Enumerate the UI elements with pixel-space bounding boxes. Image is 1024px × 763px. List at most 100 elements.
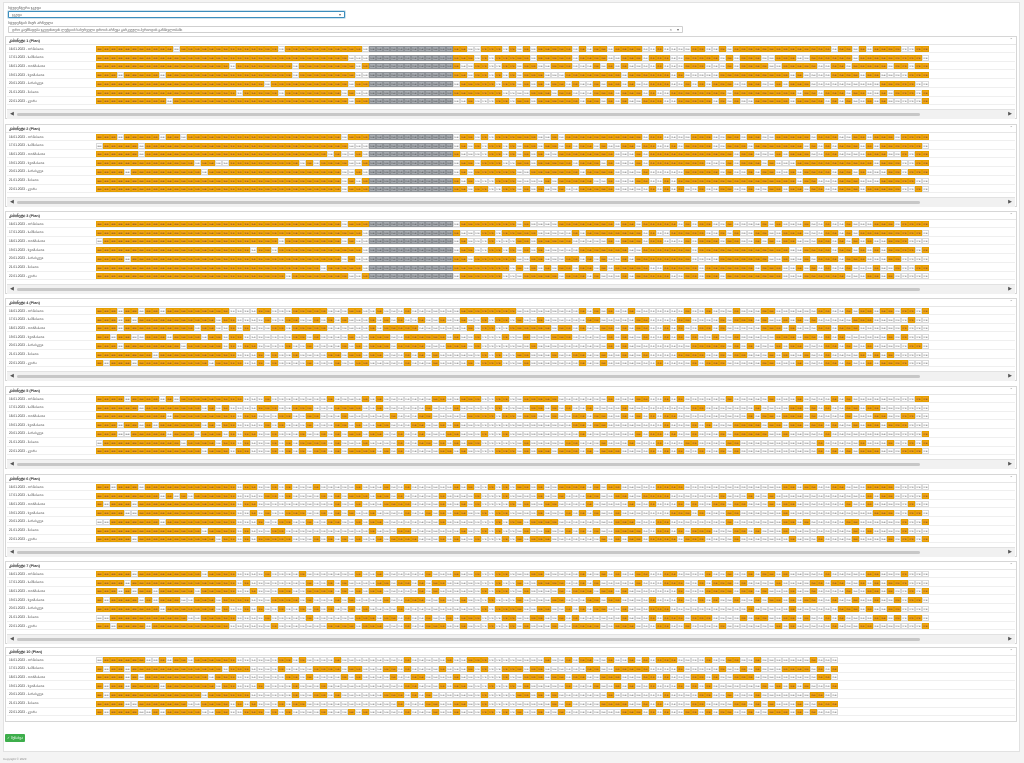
- time-slot[interactable]: 23:10: [733, 54, 740, 61]
- time-slot[interactable]: 26:30: [873, 518, 880, 525]
- time-slot[interactable]: 15:10: [397, 142, 404, 149]
- time-slot[interactable]: 16:00: [432, 151, 439, 158]
- time-slot[interactable]: 16:40: [460, 151, 467, 158]
- time-slot[interactable]: 17:40: [502, 229, 509, 236]
- time-slot[interactable]: 18:20: [530, 396, 537, 402]
- time-slot[interactable]: 23:20: [740, 255, 747, 262]
- time-slot[interactable]: 16:20: [446, 422, 453, 429]
- time-slot[interactable]: 13:00: [306, 316, 313, 323]
- time-slot[interactable]: 12:40: [292, 351, 299, 358]
- time-slot[interactable]: 08:10: [103, 439, 110, 446]
- time-slot[interactable]: 23:20: [740, 142, 747, 149]
- time-slot[interactable]: 10:00: [180, 134, 187, 140]
- time-slot[interactable]: 18:40: [544, 396, 551, 402]
- time-slot[interactable]: 12:10: [271, 134, 278, 140]
- time-slot[interactable]: 12:20: [278, 430, 285, 437]
- time-slot[interactable]: 17:00: [474, 316, 481, 323]
- time-slot[interactable]: 16:30: [453, 492, 460, 499]
- time-slot[interactable]: 14:30: [369, 186, 376, 193]
- time-slot[interactable]: 25:30: [831, 264, 838, 271]
- time-slot[interactable]: 11:30: [243, 325, 250, 332]
- time-slot[interactable]: 15:50: [425, 273, 432, 280]
- time-slot[interactable]: 23:50: [761, 142, 768, 149]
- time-slot[interactable]: 18:50: [551, 177, 558, 184]
- time-slot[interactable]: 10:40: [208, 484, 215, 490]
- time-slot[interactable]: 17:10: [481, 413, 488, 420]
- time-slot[interactable]: 20:40: [628, 413, 635, 420]
- time-slot[interactable]: 26:10: [859, 492, 866, 499]
- time-slot[interactable]: 17:50: [509, 186, 516, 193]
- time-slot[interactable]: 27:20: [908, 72, 915, 79]
- time-slot[interactable]: 23:20: [740, 46, 747, 52]
- time-slot[interactable]: 14:10: [355, 492, 362, 499]
- time-slot[interactable]: 13:30: [327, 238, 334, 245]
- time-slot[interactable]: 26:40: [880, 484, 887, 490]
- time-slot[interactable]: 09:30: [159, 342, 166, 349]
- time-slot[interactable]: 23:40: [754, 492, 761, 499]
- time-slot[interactable]: 18:50: [551, 448, 558, 455]
- time-slot[interactable]: 11:00: [222, 527, 229, 534]
- time-slot[interactable]: 18:20: [530, 484, 537, 490]
- time-slot[interactable]: 14:10: [355, 186, 362, 193]
- time-slot[interactable]: 14:10: [355, 264, 362, 271]
- time-slot[interactable]: 16:40: [460, 422, 467, 429]
- time-slot[interactable]: 23:40: [754, 273, 761, 280]
- time-slot[interactable]: 20:20: [614, 151, 621, 158]
- time-slot[interactable]: 09:00: [138, 351, 145, 358]
- time-slot[interactable]: 22:20: [698, 404, 705, 411]
- time-slot[interactable]: 10:20: [194, 221, 201, 227]
- time-slot[interactable]: 10:50: [215, 334, 222, 341]
- time-slot[interactable]: 16:40: [460, 98, 467, 105]
- time-slot[interactable]: 20:10: [607, 264, 614, 271]
- time-slot[interactable]: 23:30: [747, 255, 754, 262]
- time-slot[interactable]: 24:50: [803, 247, 810, 254]
- time-slot[interactable]: 19:20: [572, 430, 579, 437]
- time-slot[interactable]: 14:10: [355, 168, 362, 175]
- time-slot[interactable]: 20:20: [614, 413, 621, 420]
- time-slot[interactable]: 21:30: [663, 430, 670, 437]
- time-slot[interactable]: 22:00: [684, 501, 691, 508]
- collapse-icon[interactable]: ⌃: [1010, 37, 1013, 42]
- time-slot[interactable]: 20:30: [621, 492, 628, 499]
- time-slot[interactable]: 24:00: [768, 273, 775, 280]
- time-slot[interactable]: 08:30: [117, 160, 124, 167]
- time-slot[interactable]: 26:20: [866, 308, 873, 314]
- time-slot[interactable]: 22:30: [705, 46, 712, 52]
- time-slot[interactable]: 19:40: [586, 160, 593, 167]
- time-slot[interactable]: 26:00: [852, 63, 859, 70]
- time-slot[interactable]: 26:10: [859, 186, 866, 193]
- time-slot[interactable]: 15:30: [411, 80, 418, 87]
- time-slot[interactable]: 10:40: [208, 247, 215, 254]
- time-slot[interactable]: 12:20: [278, 89, 285, 96]
- time-slot[interactable]: 08:50: [131, 527, 138, 534]
- time-slot[interactable]: 10:40: [208, 98, 215, 105]
- time-slot[interactable]: 15:50: [425, 334, 432, 341]
- time-slot[interactable]: 08:20: [110, 448, 117, 455]
- time-slot[interactable]: 22:20: [698, 142, 705, 149]
- time-slot[interactable]: 17:30: [495, 342, 502, 349]
- time-slot[interactable]: 15:10: [397, 439, 404, 446]
- time-slot[interactable]: 23:20: [740, 54, 747, 61]
- time-slot[interactable]: 22:50: [719, 142, 726, 149]
- time-slot[interactable]: 16:10: [439, 98, 446, 105]
- time-slot[interactable]: 18:00: [516, 80, 523, 87]
- time-slot[interactable]: 18:10: [523, 177, 530, 184]
- time-slot[interactable]: 13:20: [320, 430, 327, 437]
- time-slot[interactable]: 24:50: [803, 316, 810, 323]
- time-slot[interactable]: 27:20: [908, 89, 915, 96]
- time-slot[interactable]: 17:20: [488, 151, 495, 158]
- time-slot[interactable]: 23:10: [733, 404, 740, 411]
- time-slot[interactable]: 13:30: [327, 264, 334, 271]
- time-slot[interactable]: 22:00: [684, 98, 691, 105]
- time-slot[interactable]: 20:00: [600, 229, 607, 236]
- time-slot[interactable]: 22:00: [684, 360, 691, 367]
- time-slot[interactable]: 26:20: [866, 186, 873, 193]
- time-slot[interactable]: 20:30: [621, 501, 628, 508]
- time-slot[interactable]: 16:40: [460, 448, 467, 455]
- time-slot[interactable]: 16:40: [460, 413, 467, 420]
- time-slot[interactable]: 27:30: [915, 360, 922, 367]
- time-slot[interactable]: 10:40: [208, 273, 215, 280]
- time-slot[interactable]: 24:50: [803, 273, 810, 280]
- time-slot[interactable]: 11:30: [243, 255, 250, 262]
- time-slot[interactable]: 27:10: [901, 98, 908, 105]
